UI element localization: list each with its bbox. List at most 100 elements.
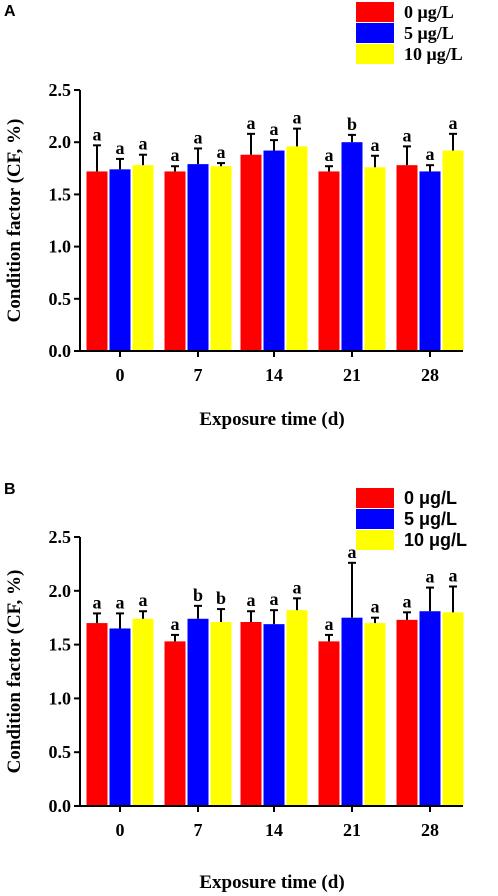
panel-a-y-tick-label: 2.0 [49, 132, 72, 152]
panel-a-x-tick-label: 21 [343, 365, 361, 385]
panel-a-y-tick-label: 0.0 [49, 341, 72, 361]
panel-b-significance-label: a [171, 614, 180, 634]
panel-b-significance-label: a [371, 597, 380, 617]
panel-a-bar [109, 169, 131, 351]
panel-b-label: B [4, 481, 16, 498]
panel-a-bar [286, 146, 308, 351]
panel-a-significance-label: a [217, 142, 226, 162]
panel-a-y-tick-label: 1.5 [49, 184, 72, 204]
panel-b-y-tick-label: 0.5 [49, 742, 72, 762]
panel-b-significance-label: a [348, 542, 357, 562]
panel-a-bar [86, 171, 108, 351]
panel-b-y-tick-label: 1.0 [49, 688, 72, 708]
panel-a-legend-label: 5 μg/L [404, 23, 454, 43]
panel-b-y-tick-label: 1.5 [49, 635, 72, 655]
panel-b-bar [187, 618, 209, 806]
panel-b-x-tick-label: 21 [343, 820, 361, 840]
panel-a-bar [132, 165, 154, 351]
panel-a-y-tick-label: 2.5 [49, 80, 72, 100]
panel-a-significance-label: a [247, 113, 256, 133]
panel-b-legend-swatch [356, 509, 394, 529]
panel-b-bar [210, 622, 232, 806]
panel-a-bar [419, 171, 441, 351]
panel-b-significance-label: a [403, 591, 412, 611]
panel-a-bar [187, 164, 209, 351]
panel-b-legend-label: 0 μg/L [404, 488, 457, 508]
panel-b-y-tick-label: 2.5 [49, 527, 72, 547]
panel-a-bar [164, 171, 186, 351]
panel-a-legend-swatch [356, 2, 394, 22]
panel-b-bar [86, 623, 108, 806]
panel-a-x-axis-label: Exposure time (d) [199, 409, 344, 430]
panel-a-legend-swatch [356, 23, 394, 43]
panel-a-bar [240, 154, 262, 351]
panel-b-significance-label: a [270, 589, 279, 609]
panel-b-bar [419, 611, 441, 806]
panel-b-x-axis-label: Exposure time (d) [199, 872, 344, 893]
panel-b-bar [364, 623, 386, 806]
panel-a-significance-label: a [93, 124, 102, 144]
panel-a-x-tick-label: 14 [265, 365, 283, 385]
panel-b-y-tick-label: 0.0 [49, 796, 72, 816]
panel-a-x-tick-label: 0 [116, 365, 125, 385]
panel-a-significance-label: a [194, 127, 203, 147]
panel-b-bar [396, 619, 418, 806]
panel-b-bar [318, 641, 340, 806]
panel-b-significance-label: a [247, 590, 256, 610]
panel-a-bar [364, 167, 386, 351]
panel-a-significance-label: a [403, 125, 412, 145]
panel-b-bar [286, 610, 308, 806]
panel-b-significance-label: a [139, 590, 148, 610]
panel-a-legend-label: 10 μg/L [404, 44, 463, 64]
panel-b-significance-label: a [426, 567, 435, 587]
panel-b-legend-label: 10 μg/L [404, 530, 467, 550]
panel-a-legend-swatch [356, 44, 394, 64]
panel-a-bar [318, 171, 340, 351]
panel-a-x-tick-label: 7 [194, 365, 203, 385]
panel-b-significance-label: a [93, 592, 102, 612]
panel-a-significance-label: b [347, 114, 357, 134]
panel-b-bar [240, 622, 262, 806]
panel-b-legend-label: 5 μg/L [404, 509, 457, 529]
panel-b-bar [164, 641, 186, 806]
panel-a-y-tick-label: 0.5 [49, 289, 72, 309]
panel-b-x-tick-label: 14 [265, 820, 283, 840]
panel-a-significance-label: a [139, 134, 148, 154]
panel-a-y-axis-label: Condition factor (CF, %) [4, 119, 25, 323]
panel-a-significance-label: a [449, 113, 458, 133]
panel-a-significance-label: a [371, 135, 380, 155]
panel-a-bar [396, 165, 418, 351]
panel-a-bar [442, 150, 464, 351]
panel-b-bar [109, 628, 131, 806]
panel-a-label: A [4, 3, 16, 20]
panel-b-significance-label: a [116, 592, 125, 612]
panel-a-significance-label: a [171, 145, 180, 165]
panel-a-bar [341, 142, 363, 351]
panel-a-y-tick-label: 1.0 [49, 237, 72, 257]
panel-b-legend-swatch [356, 530, 394, 550]
panel-a-x-tick-label: 28 [421, 365, 439, 385]
panel-a-significance-label: a [325, 145, 334, 165]
panel-a-significance-label: a [116, 138, 125, 158]
panel-b-significance-label: a [325, 614, 334, 634]
panel-a-bar [210, 166, 232, 351]
panel-a-bar [263, 150, 285, 351]
panel-b-significance-label: b [216, 588, 226, 608]
panel-a-significance-label: a [293, 108, 302, 128]
panel-b-x-tick-label: 7 [194, 820, 203, 840]
panel-b-bar [263, 624, 285, 806]
panel-b-x-tick-label: 28 [421, 820, 439, 840]
panel-b-x-tick-label: 0 [116, 820, 125, 840]
panel-b-y-tick-label: 2.0 [49, 581, 72, 601]
panel-b-bar [132, 618, 154, 806]
panel-b-bar [341, 617, 363, 806]
panel-a-legend-label: 0 μg/L [404, 2, 454, 22]
panel-b-significance-label: a [449, 565, 458, 585]
panel-b-legend-swatch [356, 488, 394, 508]
panel-a-significance-label: a [426, 144, 435, 164]
panel-b-significance-label: a [293, 577, 302, 597]
panel-b-significance-label: b [193, 585, 203, 605]
